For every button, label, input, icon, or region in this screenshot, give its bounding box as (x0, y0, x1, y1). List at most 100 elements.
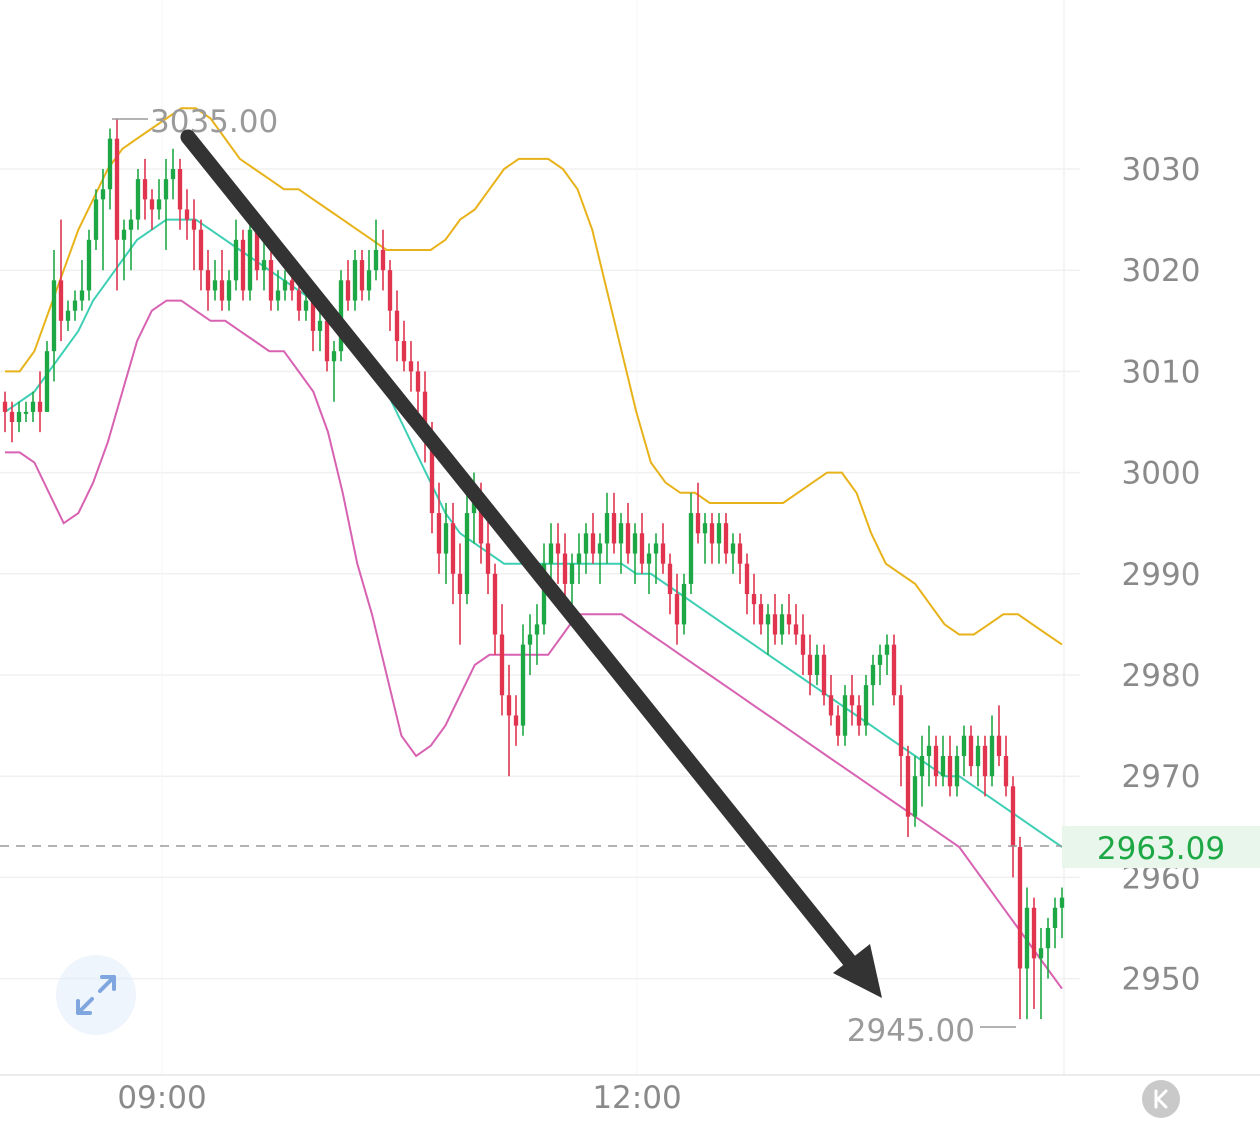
candle (380, 229, 386, 291)
candle-body (919, 755, 925, 777)
candle-body (198, 229, 204, 271)
candle (128, 209, 134, 271)
k-toggle-button[interactable] (1142, 1080, 1180, 1118)
candle (261, 239, 267, 291)
candle-body (387, 270, 393, 311)
candle (716, 513, 722, 564)
candle-body (527, 634, 533, 645)
y-tick-label: 2950 (1122, 962, 1201, 998)
candle (163, 158, 169, 250)
candle (968, 725, 974, 777)
candle-body (513, 715, 519, 726)
candle (751, 573, 757, 625)
candle-body (744, 563, 750, 595)
candle (1010, 776, 1016, 878)
candle (527, 614, 533, 675)
candle-body (16, 411, 22, 422)
candle (639, 513, 645, 574)
candle-body (674, 594, 680, 625)
candle (93, 189, 99, 250)
candle (884, 634, 890, 675)
candle-body (100, 189, 106, 200)
candle-body (562, 553, 568, 584)
candle-body (366, 270, 372, 291)
candle (191, 199, 197, 271)
candle (1031, 897, 1037, 1009)
candle-body (884, 644, 890, 655)
candle (394, 290, 400, 362)
candle-body (296, 290, 302, 311)
candle (856, 695, 862, 736)
candle (205, 249, 211, 311)
y-tick-label: 2980 (1122, 658, 1201, 694)
y-tick-label: 3020 (1122, 253, 1201, 289)
candle (443, 502, 449, 584)
candle (422, 371, 428, 463)
candle (632, 523, 638, 584)
candle (590, 513, 596, 564)
candle (877, 644, 883, 686)
candle (849, 675, 855, 726)
candle-body (800, 634, 806, 655)
candle-body (128, 219, 134, 230)
candle-body (611, 513, 617, 544)
candle-body (401, 341, 407, 362)
candle-body (856, 705, 862, 726)
candle-body (142, 179, 148, 200)
candle-body (506, 695, 512, 716)
candle-body (555, 543, 561, 554)
candle (954, 745, 960, 797)
candle-body (961, 735, 967, 756)
candle-body (716, 523, 722, 544)
candle-body (667, 563, 673, 595)
candle (891, 634, 897, 706)
k-badge-icon (1154, 1089, 1168, 1109)
candle-body (93, 199, 99, 240)
candle-body (821, 654, 827, 696)
candle (149, 189, 155, 230)
candle (989, 715, 995, 787)
candle-body (590, 533, 596, 554)
candle (793, 604, 799, 645)
grid-lines (0, 0, 1080, 1075)
candle (695, 482, 701, 544)
candle (688, 492, 694, 595)
candle-body (898, 695, 904, 756)
candle-body (625, 523, 631, 554)
candle (1038, 928, 1044, 1020)
candle-body (541, 563, 547, 625)
candle (373, 219, 379, 281)
candle (485, 513, 491, 595)
candle (282, 270, 288, 301)
candle (534, 604, 540, 665)
candle-body (807, 654, 813, 675)
candle (44, 341, 50, 412)
candle-body (793, 624, 799, 635)
candle (870, 654, 876, 706)
candle-body (877, 654, 883, 665)
candle (345, 260, 351, 311)
candle (16, 401, 22, 433)
candle (492, 563, 498, 655)
candle (674, 573, 680, 645)
expand-button[interactable] (56, 955, 136, 1035)
candle (765, 604, 771, 655)
candle-body (989, 735, 995, 777)
candle (457, 543, 463, 645)
candle-body (233, 239, 239, 281)
candle-body (394, 310, 400, 342)
candle-body (79, 290, 85, 301)
candle (464, 492, 470, 605)
candle (723, 513, 729, 564)
x-axis: 09:00 12:00 (117, 1080, 681, 1116)
candle-body (1003, 755, 1009, 787)
candle-body (373, 249, 379, 271)
candle (1045, 917, 1051, 979)
candle (37, 371, 43, 433)
expand-arrows-icon (76, 975, 116, 1015)
candle (520, 624, 526, 736)
candle-body (44, 351, 50, 412)
candle (730, 533, 736, 574)
